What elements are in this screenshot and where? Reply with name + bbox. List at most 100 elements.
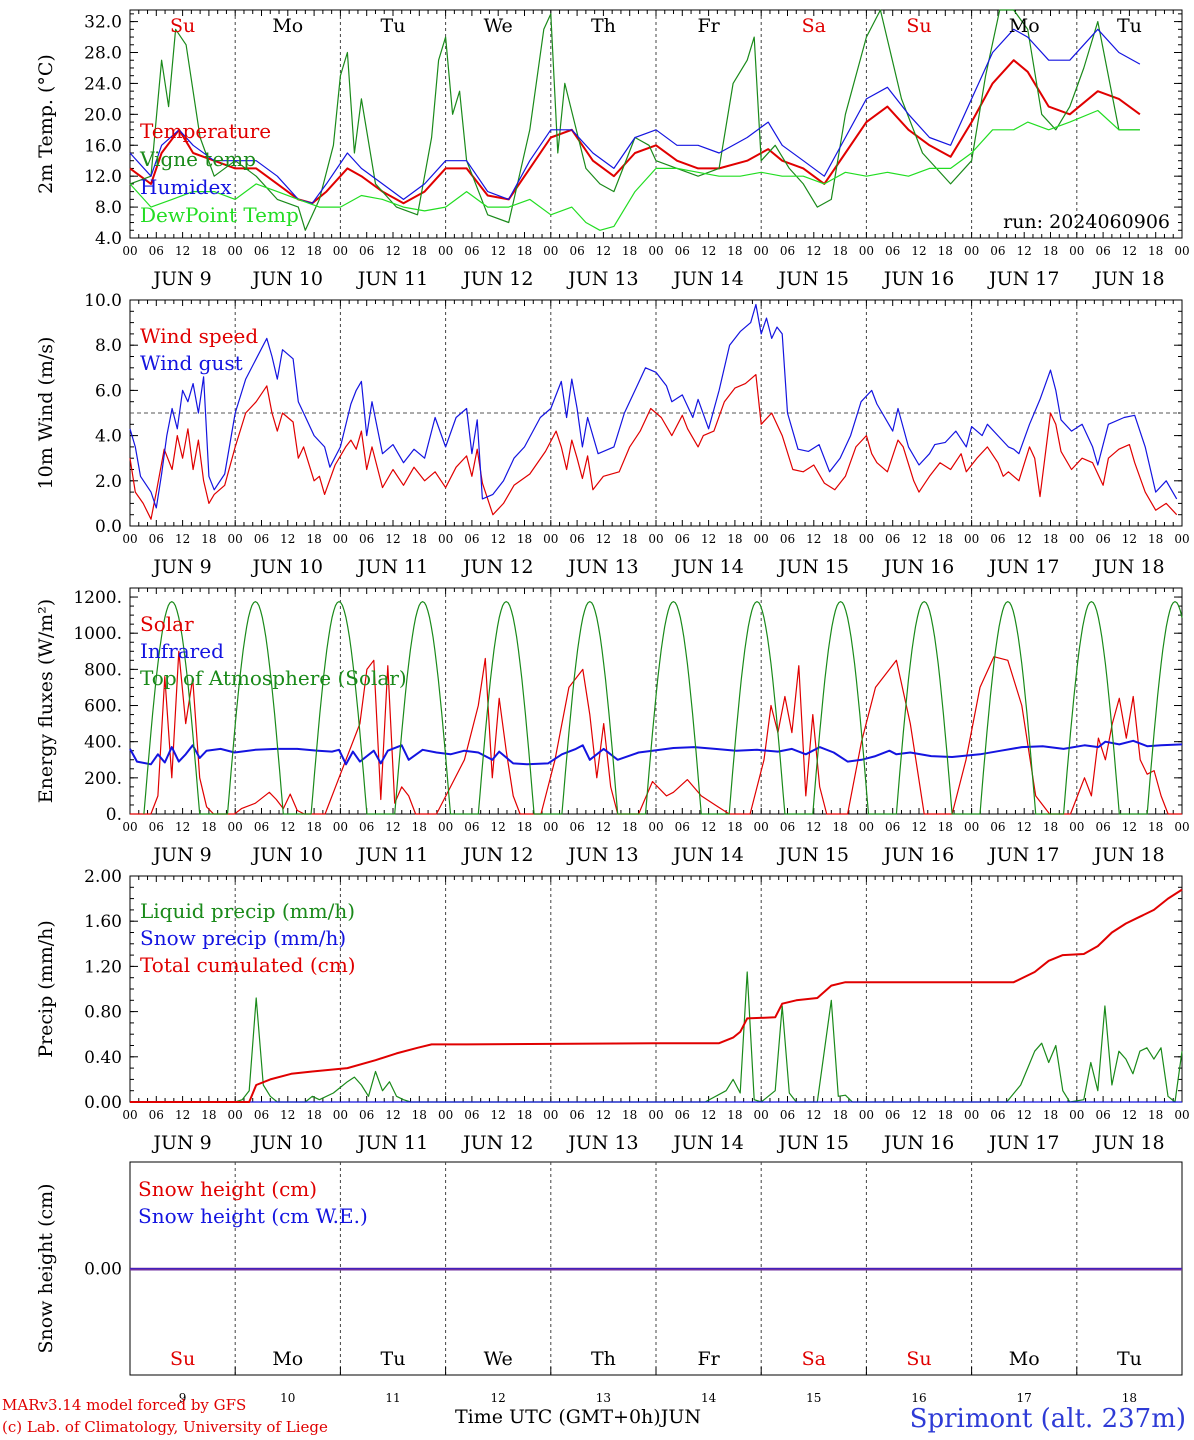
hour-tick-label: 12: [596, 1108, 611, 1122]
legend-entry: Solar: [140, 612, 194, 636]
hour-tick-label: 00: [964, 244, 979, 258]
date-label: JUN 11: [356, 844, 428, 866]
hour-tick-label: 00: [228, 244, 243, 258]
hour-tick-label: 18: [412, 1108, 427, 1122]
weekday-label-bottom: Mo: [1009, 1348, 1040, 1370]
hour-tick-label: 18: [412, 820, 427, 834]
hour-tick-label: 06: [254, 1108, 269, 1122]
date-label: JUN 12: [461, 844, 533, 866]
hour-tick-label: 06: [990, 820, 1005, 834]
legend-entry: Snow height (cm): [138, 1177, 317, 1201]
hour-tick-label: 12: [1017, 1108, 1032, 1122]
weekday-label-top: We: [484, 15, 513, 37]
legend-entry: Snow height (cm W.E.): [138, 1204, 368, 1228]
hour-tick-label: 00: [1174, 244, 1189, 258]
hour-tick-label: 18: [306, 1108, 321, 1122]
hour-tick-label: 00: [859, 532, 874, 546]
y-tick-label: 600.: [84, 697, 122, 717]
weekday-label-bottom: Mo: [272, 1348, 303, 1370]
y-tick-label: 8.0: [95, 198, 122, 218]
hour-tick-label: 18: [517, 1108, 532, 1122]
day-number-label: 17: [1017, 1391, 1032, 1405]
hour-tick-label: 06: [780, 532, 795, 546]
hour-tick-label: 06: [254, 532, 269, 546]
hour-tick-label: 00: [1069, 1108, 1084, 1122]
hour-tick-label: 12: [280, 244, 295, 258]
hour-tick-label: 12: [491, 820, 506, 834]
hour-tick-label: 18: [517, 820, 532, 834]
day-number-label: 13: [596, 1391, 611, 1405]
y-axis-label: 2m Temp. (°C): [35, 54, 57, 194]
y-tick-label: 24.0: [84, 74, 122, 94]
date-label: JUN 14: [671, 844, 743, 866]
date-label: JUN 16: [882, 844, 954, 866]
y-tick-label: 16.0: [84, 136, 122, 156]
date-label: JUN 16: [882, 268, 954, 290]
date-label: JUN 15: [777, 844, 849, 866]
hour-tick-label: 18: [412, 532, 427, 546]
hour-tick-label: 18: [832, 1108, 847, 1122]
hour-tick-label: 18: [201, 820, 216, 834]
legend-entry: Temperature: [140, 119, 271, 143]
hour-tick-label: 12: [175, 244, 190, 258]
hour-tick-label: 00: [122, 820, 137, 834]
legend-entry: Wind gust: [140, 351, 243, 375]
hour-tick-label: 12: [1017, 820, 1032, 834]
hour-tick-label: 18: [622, 820, 637, 834]
series-line-red: [129, 374, 1178, 520]
weekday-label-top: Mo: [272, 15, 303, 37]
hour-tick-label: 12: [280, 820, 295, 834]
y-tick-label: 20.0: [84, 105, 122, 125]
weekday-label-bottom: Su: [906, 1348, 931, 1370]
hour-tick-label: 18: [306, 532, 321, 546]
hour-tick-label: 18: [1148, 1108, 1163, 1122]
hour-tick-label: 06: [149, 532, 164, 546]
legend-entry: Wind speed: [140, 324, 258, 348]
hour-tick-label: 12: [491, 532, 506, 546]
date-label: JUN 15: [777, 268, 849, 290]
hour-tick-label: 06: [675, 244, 690, 258]
legend-entry: Liquid precip (mm/h): [140, 899, 355, 923]
hour-tick-label: 18: [622, 1108, 637, 1122]
hour-tick-label: 18: [622, 244, 637, 258]
series-line-green: [130, 971, 1183, 1103]
hour-tick-label: 18: [727, 532, 742, 546]
hour-tick-label: 00: [648, 820, 663, 834]
y-tick-label: 0.00: [84, 1093, 122, 1113]
day-number-label: 12: [491, 1391, 506, 1405]
hour-tick-label: 12: [701, 532, 716, 546]
weekday-label-top: Su: [906, 15, 931, 37]
hour-tick-label: 06: [780, 244, 795, 258]
hour-tick-label: 00: [754, 244, 769, 258]
y-tick-label: 32.0: [84, 13, 122, 33]
y-tick-label: 1.20: [84, 957, 122, 977]
hour-tick-label: 18: [1043, 1108, 1058, 1122]
hour-tick-label: 12: [175, 532, 190, 546]
date-label: JUN 11: [356, 556, 428, 578]
hour-tick-label: 12: [1017, 532, 1032, 546]
hour-tick-label: 06: [885, 820, 900, 834]
hour-tick-label: 12: [1122, 820, 1137, 834]
hour-tick-label: 06: [359, 532, 374, 546]
hour-tick-label: 12: [1017, 244, 1032, 258]
weekday-label-top: Mo: [1009, 15, 1040, 37]
date-label: JUN 9: [151, 268, 211, 290]
legend-entry: Infrared: [140, 639, 224, 663]
hour-tick-label: 18: [517, 532, 532, 546]
hour-tick-label: 18: [938, 244, 953, 258]
date-label: JUN 10: [251, 844, 323, 866]
hour-tick-label: 12: [596, 532, 611, 546]
hour-tick-label: 00: [859, 1108, 874, 1122]
weekday-label-top: Tu: [381, 15, 406, 37]
date-label: JUN 16: [882, 556, 954, 578]
weekday-label-top: Th: [591, 15, 616, 37]
hour-tick-label: 18: [832, 820, 847, 834]
hour-tick-label: 00: [1174, 820, 1189, 834]
date-label: JUN 13: [566, 844, 638, 866]
hour-tick-label: 00: [122, 532, 137, 546]
hour-tick-label: 18: [306, 244, 321, 258]
y-tick-label: 2.0: [95, 472, 122, 492]
hour-tick-label: 12: [806, 532, 821, 546]
hour-tick-label: 00: [754, 532, 769, 546]
hour-tick-label: 12: [280, 532, 295, 546]
